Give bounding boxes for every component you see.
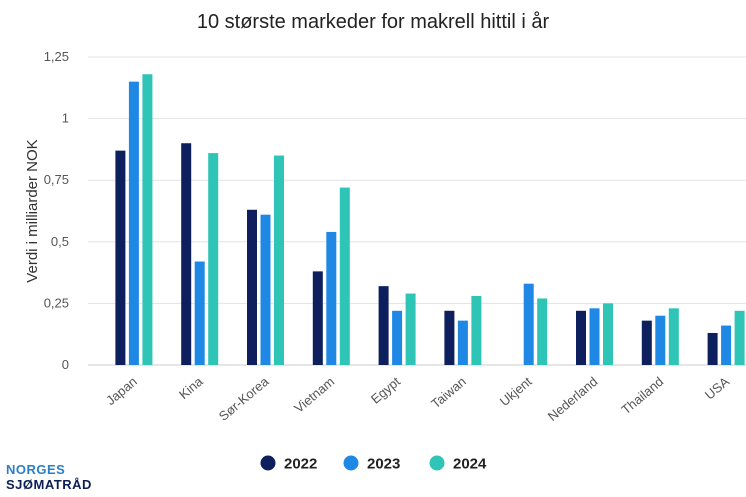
x-tick-label: Nederland — [545, 374, 601, 424]
bar-2022-thailand — [641, 320, 652, 365]
bar-2023-kina — [194, 261, 205, 365]
x-tick-label: Sør-Korea — [216, 373, 272, 424]
bar-2024-sør-korea — [274, 155, 284, 365]
y-tick-label: 1,25 — [44, 49, 69, 64]
legend-item-2024: 2024 — [429, 455, 487, 473]
legend: 2022 2023 2024 — [260, 455, 487, 473]
legend-label: 2022 — [284, 456, 317, 473]
x-tick-label: Taiwan — [428, 374, 469, 412]
legend-label: 2023 — [367, 456, 400, 473]
bar-2022-usa — [707, 332, 718, 365]
bar-2022-vietnam — [312, 271, 323, 365]
legend-item-2022: 2022 — [260, 455, 317, 473]
y-tick-label: 0,25 — [44, 295, 69, 310]
bar-2023-usa — [721, 325, 732, 365]
bar-2024-kina — [208, 153, 219, 365]
bar-2024-egypt — [405, 293, 416, 365]
brand-logo-line2: SJØMATRÅD — [6, 477, 92, 492]
bar-2023-vietnam — [326, 231, 337, 365]
bar-2022-egypt — [378, 286, 389, 365]
bar-2024-ukjent — [537, 298, 548, 365]
x-tick-label: Kina — [176, 373, 206, 402]
y-axis-label: Verdi i milliarder NOK — [24, 139, 41, 282]
legend-swatch — [260, 455, 276, 471]
y-tick-labels: 0 0,25 0,5 0,75 1 1,25 — [44, 49, 69, 372]
bar-2022-taiwan — [444, 310, 455, 365]
y-tick-label: 0,75 — [44, 172, 69, 187]
bar-2024-taiwan — [471, 296, 482, 365]
bar-2024-thailand — [668, 308, 679, 365]
x-tick-label: Japan — [103, 374, 140, 408]
y-tick-label: 0,5 — [51, 234, 69, 249]
bar-2023-taiwan — [457, 320, 468, 365]
x-tick-labels: Japan Kina Sør-Korea Vietnam Egypt Taiwan Ukje… — [103, 373, 732, 424]
x-tick-label: Egypt — [368, 374, 403, 407]
legend-item-2023: 2023 — [343, 455, 400, 473]
y-tick-label: 1 — [62, 111, 69, 126]
bar-2023-egypt — [392, 310, 403, 365]
bar-2022-nederland — [576, 310, 586, 365]
bar-2023-ukjent — [523, 283, 534, 365]
bar-2024-usa — [734, 310, 745, 365]
bar-2023-sør-korea — [260, 214, 271, 365]
bar-2023-japan — [128, 81, 139, 365]
bar-2022-japan — [115, 150, 126, 365]
chart-title: 10 største markeder for makrell hittil i… — [197, 11, 550, 33]
legend-swatch — [429, 455, 445, 471]
legend-label: 2024 — [453, 456, 487, 473]
y-tick-label: 0 — [62, 357, 69, 372]
brand-logo-line1: NORGES — [6, 462, 65, 477]
bar-2022-sør-korea — [247, 209, 257, 365]
bar-2023-nederland — [589, 308, 600, 365]
bar-2024-nederland — [603, 303, 613, 365]
x-tick-label: Thailand — [618, 374, 666, 418]
x-tick-label: USA — [702, 374, 732, 403]
bar-2024-vietnam — [339, 187, 350, 365]
x-tick-label: Vietnam — [291, 374, 337, 416]
bar-2024-japan — [142, 74, 153, 366]
bars — [115, 74, 745, 366]
bar-2022-kina — [181, 143, 192, 365]
x-tick-label: Ukjent — [497, 374, 535, 409]
bar-2023-thailand — [655, 315, 666, 365]
legend-swatch — [343, 455, 359, 471]
